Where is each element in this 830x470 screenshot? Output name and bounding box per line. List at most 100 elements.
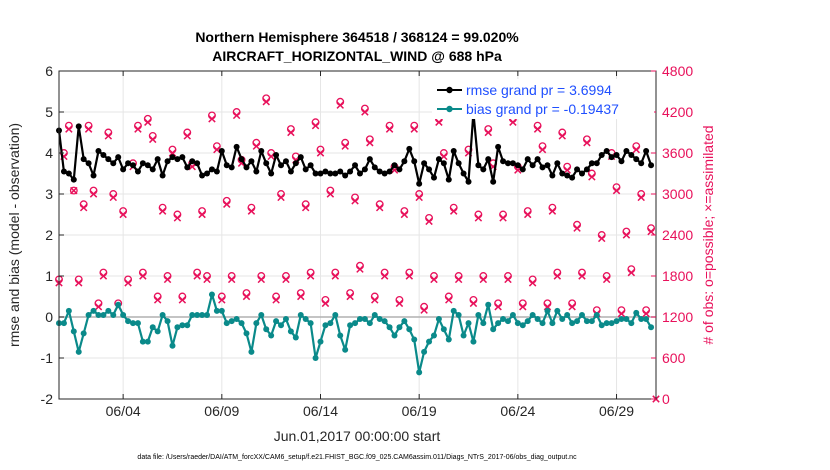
rmse-point	[258, 147, 265, 154]
obs-assimilated-marker	[361, 108, 369, 116]
bias-point	[465, 320, 472, 327]
rmse-point	[233, 143, 240, 150]
rmse-point	[352, 162, 359, 169]
bias-point	[70, 328, 77, 335]
obs-assimilated-marker	[183, 132, 192, 140]
obs-assimilated-stroke	[573, 224, 581, 232]
obs-assimilated-stroke	[415, 193, 423, 202]
obs-assimilated-stroke	[272, 296, 280, 304]
obs-assimilated-marker	[499, 214, 507, 222]
obs-assimilated-stroke	[351, 197, 359, 205]
bias-point	[391, 332, 398, 339]
y-left-tick-label: 2	[45, 227, 53, 243]
rmse-point	[238, 156, 245, 163]
rmse-point	[120, 166, 127, 173]
rmse-point	[500, 158, 507, 165]
bias-point	[618, 316, 625, 323]
obs-assimilated-stroke	[144, 118, 152, 126]
rmse-point	[228, 164, 235, 171]
bias-point	[509, 311, 516, 318]
obs-assimilated-marker	[622, 231, 631, 239]
obs-assimilated-stroke	[484, 128, 492, 137]
x-axis-label: Jun.01,2017 00:00:00 start	[274, 428, 441, 444]
bias-point	[199, 311, 206, 318]
obs-assimilated-marker	[380, 272, 389, 280]
bias-point	[504, 318, 511, 325]
bias-point	[485, 301, 492, 308]
rmse-point	[337, 168, 344, 175]
obs-assimilated-marker	[316, 149, 325, 157]
obs-assimilated-stroke	[139, 272, 147, 280]
legend-rmse-marker	[446, 86, 453, 94]
obs-assimilated-marker	[642, 309, 650, 318]
obs-assimilated-stroke	[282, 275, 290, 284]
bias-point	[401, 318, 408, 325]
bias-point	[144, 338, 151, 345]
rmse-point	[396, 166, 403, 173]
obs-assimilated-marker	[410, 125, 418, 133]
bias-point	[139, 338, 146, 345]
y-left-tick-label: 4	[45, 145, 53, 161]
obs-assimilated-stroke	[627, 268, 636, 277]
rmse-point	[213, 168, 220, 175]
bias-point	[130, 320, 137, 327]
bias-point	[574, 318, 581, 325]
obs-assimilated-stroke	[385, 125, 394, 133]
obs-assimilated-stroke	[149, 135, 157, 144]
legend: rmse grand pr = 3.6994 bias grand pr = -…	[432, 79, 654, 119]
rmse-point	[356, 170, 363, 177]
obs-assimilated-stroke	[188, 162, 196, 171]
rmse-point	[287, 168, 294, 175]
rmse-point	[445, 176, 452, 183]
obs-assimilated-stroke	[583, 139, 591, 147]
bias-point	[282, 316, 289, 323]
obs-assimilated-marker	[375, 203, 384, 212]
rmse-point	[282, 158, 289, 165]
bias-point	[287, 328, 294, 335]
bias-point	[356, 316, 363, 323]
obs-assimilated-marker	[612, 186, 621, 195]
obs-assimilated-stroke	[104, 132, 113, 140]
bias-point	[90, 307, 97, 314]
rmse-point	[490, 178, 497, 185]
obs-assimilated-marker	[558, 132, 566, 140]
rmse-point	[70, 176, 77, 183]
bias-point	[223, 320, 230, 327]
obs-assimilated-marker	[519, 303, 527, 311]
obs-assimilated-marker	[144, 118, 152, 126]
y-right-tick-label: 3000	[662, 186, 693, 202]
obs-assimilated-marker	[94, 303, 103, 311]
obs-assimilated-marker	[301, 203, 310, 212]
rmse-point	[263, 160, 270, 167]
y-left-tick-label: -1	[41, 350, 54, 366]
rmse-point	[583, 166, 590, 173]
y-right-tick-label: 3600	[662, 145, 693, 161]
obs-assimilated-stroke	[602, 275, 611, 284]
obs-assimilated-stroke	[119, 210, 127, 219]
obs-assimilated-stroke	[134, 125, 142, 133]
obs-assimilated-marker	[597, 234, 606, 243]
bias-point	[184, 322, 191, 329]
bias-point	[213, 307, 220, 314]
obs-assimilated-marker	[79, 203, 88, 212]
obs-assimilated-stroke	[341, 142, 349, 150]
obs-assimilated-marker	[578, 272, 586, 280]
bias-point	[75, 348, 82, 355]
rmse-point	[450, 147, 457, 154]
bias-point	[623, 316, 630, 323]
obs-assimilated-stroke	[553, 272, 562, 280]
y-right-tick-label: 2400	[662, 227, 693, 243]
obs-assimilated-marker	[435, 118, 443, 126]
bias-point	[238, 320, 245, 327]
obs-assimilated-marker	[282, 275, 290, 284]
rmse-point	[149, 166, 156, 173]
bias-point	[268, 332, 275, 339]
bias-point	[366, 320, 373, 327]
bias-point	[514, 320, 521, 327]
obs-assimilated-stroke	[563, 166, 571, 174]
obs-assimilated-marker	[469, 299, 478, 308]
obs-assimilated-marker	[272, 296, 280, 304]
bias-point	[208, 291, 215, 298]
bias-point	[638, 316, 645, 323]
